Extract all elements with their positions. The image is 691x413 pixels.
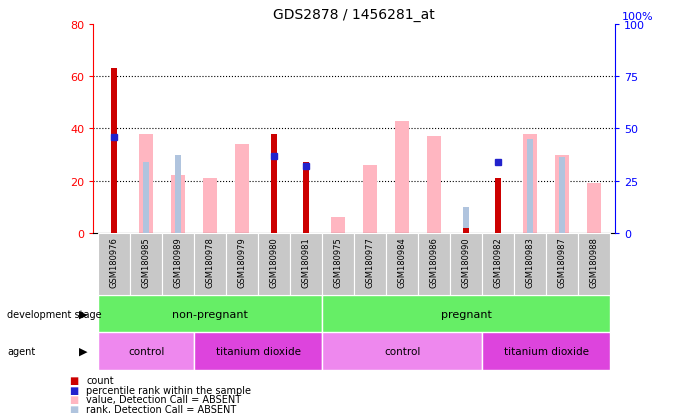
Bar: [162, 233, 194, 295]
Bar: [463, 207, 469, 233]
Bar: [514, 233, 546, 295]
Text: GSM180987: GSM180987: [558, 236, 567, 287]
Bar: [418, 233, 450, 295]
Text: GSM180978: GSM180978: [206, 236, 215, 287]
Text: ■: ■: [69, 385, 78, 395]
Text: GSM180977: GSM180977: [366, 236, 375, 287]
Text: GSM180983: GSM180983: [526, 236, 535, 287]
Text: control: control: [128, 346, 164, 356]
Text: 100%: 100%: [622, 12, 654, 22]
Text: GSM180988: GSM180988: [589, 236, 598, 287]
Bar: [143, 163, 149, 233]
Text: titanium dioxide: titanium dioxide: [504, 346, 589, 356]
Bar: [482, 233, 514, 295]
Bar: [272, 134, 277, 233]
Bar: [98, 332, 194, 370]
Text: ■: ■: [69, 404, 78, 413]
Text: ▶: ▶: [79, 309, 88, 319]
Bar: [386, 233, 418, 295]
Text: GSM180979: GSM180979: [238, 236, 247, 287]
Bar: [363, 166, 377, 233]
Text: ▶: ▶: [79, 346, 88, 356]
Bar: [322, 332, 482, 370]
Bar: [226, 233, 258, 295]
Bar: [587, 184, 601, 233]
Text: GSM180976: GSM180976: [110, 236, 119, 287]
Bar: [523, 134, 538, 233]
Bar: [395, 121, 409, 233]
Bar: [98, 233, 130, 295]
Bar: [98, 295, 322, 332]
Bar: [322, 233, 354, 295]
Bar: [130, 233, 162, 295]
Text: GSM180980: GSM180980: [269, 236, 278, 287]
Bar: [482, 332, 610, 370]
Bar: [258, 233, 290, 295]
Bar: [495, 178, 501, 233]
Bar: [322, 295, 610, 332]
Bar: [171, 176, 185, 233]
Text: ■: ■: [69, 375, 78, 385]
Text: agent: agent: [7, 346, 35, 356]
Bar: [450, 233, 482, 295]
Bar: [331, 218, 346, 233]
Text: value, Detection Call = ABSENT: value, Detection Call = ABSENT: [86, 394, 241, 404]
Text: GSM180986: GSM180986: [430, 236, 439, 287]
Bar: [203, 178, 217, 233]
Bar: [176, 155, 181, 233]
Text: GSM180981: GSM180981: [302, 236, 311, 287]
Text: ■: ■: [69, 394, 78, 404]
Text: pregnant: pregnant: [441, 309, 491, 319]
Bar: [578, 233, 610, 295]
Bar: [427, 137, 442, 233]
Text: GSM180985: GSM180985: [142, 236, 151, 287]
Bar: [194, 233, 226, 295]
Bar: [546, 233, 578, 295]
Text: GSM180982: GSM180982: [493, 236, 502, 287]
Bar: [354, 233, 386, 295]
Text: control: control: [384, 346, 420, 356]
Text: GSM180989: GSM180989: [173, 236, 182, 287]
Title: GDS2878 / 1456281_at: GDS2878 / 1456281_at: [273, 8, 435, 22]
Text: count: count: [86, 375, 114, 385]
Bar: [303, 192, 309, 233]
Text: percentile rank within the sample: percentile rank within the sample: [86, 385, 252, 395]
Bar: [235, 145, 249, 233]
Bar: [290, 233, 322, 295]
Bar: [139, 134, 153, 233]
Text: non-pregnant: non-pregnant: [172, 309, 248, 319]
Bar: [463, 228, 469, 233]
Text: rank, Detection Call = ABSENT: rank, Detection Call = ABSENT: [86, 404, 236, 413]
Bar: [555, 155, 569, 233]
Bar: [194, 332, 322, 370]
Bar: [111, 69, 117, 233]
Text: GSM180990: GSM180990: [462, 236, 471, 287]
Text: titanium dioxide: titanium dioxide: [216, 346, 301, 356]
Bar: [559, 158, 565, 233]
Bar: [303, 163, 309, 233]
Text: GSM180975: GSM180975: [334, 236, 343, 287]
Bar: [527, 140, 533, 233]
Text: GSM180984: GSM180984: [397, 236, 406, 287]
Text: development stage: development stage: [7, 309, 102, 319]
